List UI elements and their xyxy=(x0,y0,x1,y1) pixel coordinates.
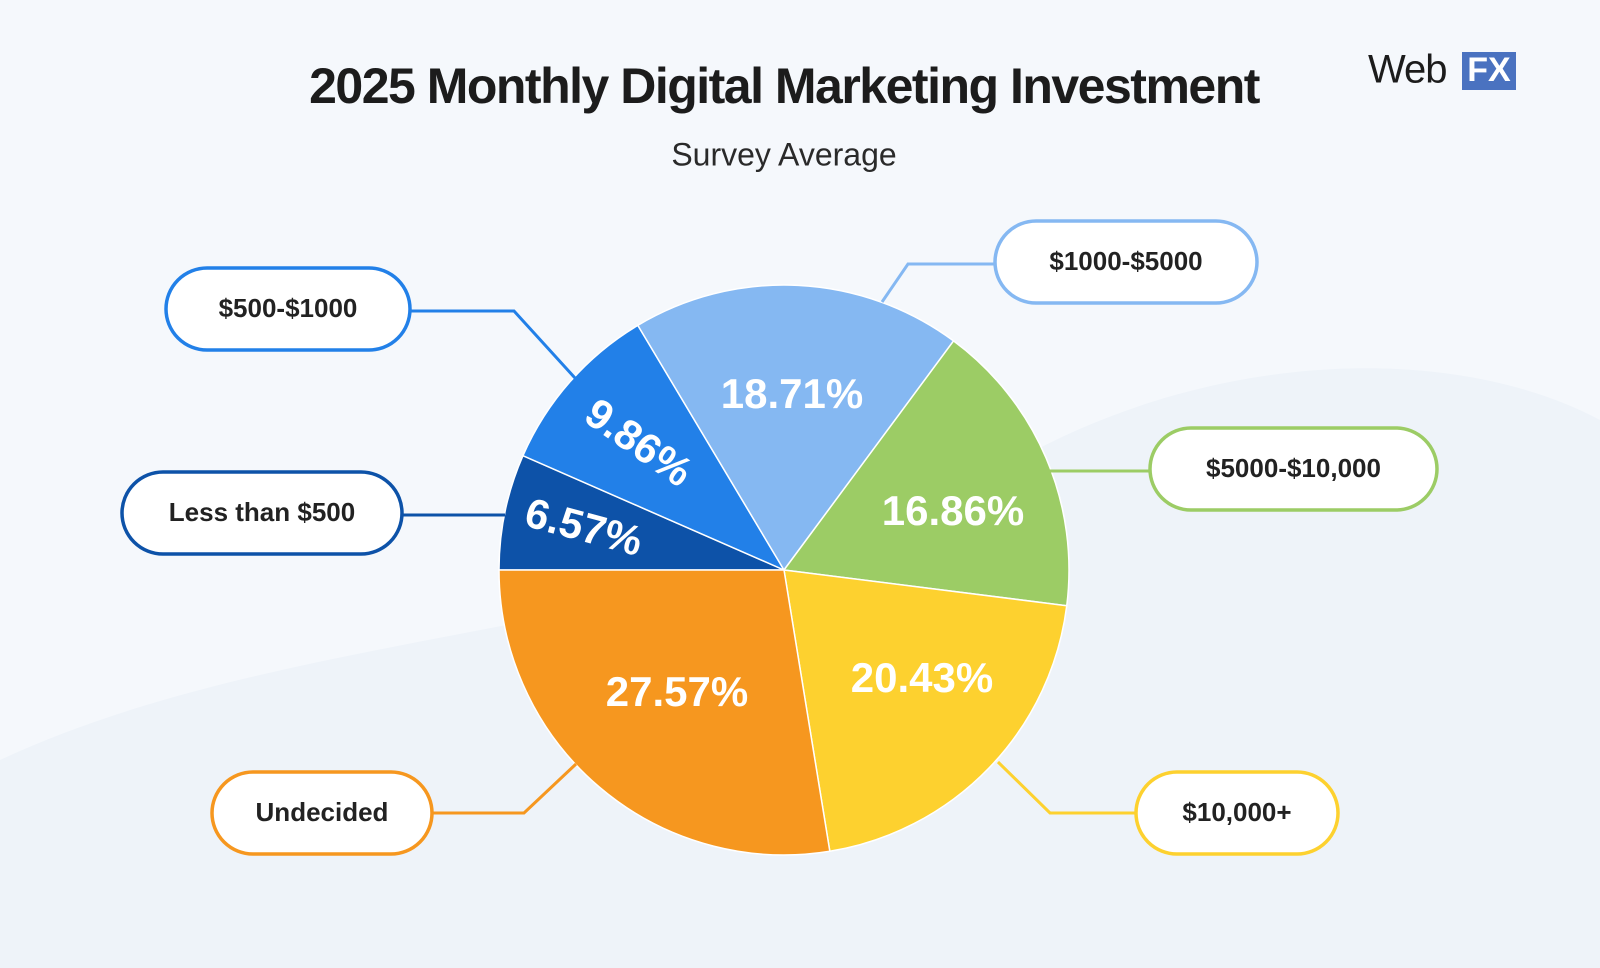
legend-label: $1000-$5000 xyxy=(1049,246,1202,276)
legend-pill xyxy=(1148,426,1439,512)
leader-line xyxy=(410,309,577,380)
legend-label: $500-$1000 xyxy=(219,293,358,323)
value-label: 20.43% xyxy=(851,654,993,701)
chart-subtitle: Survey Average xyxy=(671,136,896,172)
legend-pill xyxy=(993,219,1259,305)
leader-line xyxy=(880,262,995,303)
legend-pill xyxy=(120,470,404,556)
pie-slice xyxy=(783,569,1068,853)
value-label: 27.57% xyxy=(606,668,748,715)
value-label: 16.86% xyxy=(882,487,1024,534)
logo-badge: FX xyxy=(1467,51,1511,89)
legend-label: $5000-$10,000 xyxy=(1206,453,1381,483)
pie-slice xyxy=(782,339,1070,607)
legend-pill xyxy=(1134,770,1340,856)
chart-title: 2025 Monthly Digital Marketing Investmen… xyxy=(309,58,1261,114)
pie-slice xyxy=(498,569,831,856)
pie-slice xyxy=(498,454,785,571)
legend-label: $10,000+ xyxy=(1182,797,1291,827)
legend-pill xyxy=(164,266,412,352)
pie-slice xyxy=(521,324,786,572)
leader-line xyxy=(996,760,1136,815)
legend-label: Undecided xyxy=(256,797,389,827)
value-label: 18.71% xyxy=(721,370,863,417)
pie-slice xyxy=(636,284,955,572)
logo-badge-box xyxy=(1462,52,1516,90)
leader-line xyxy=(432,762,578,815)
logo-word: Web xyxy=(1368,48,1447,92)
legend-pill xyxy=(210,770,434,856)
legend-label: Less than $500 xyxy=(169,497,355,527)
logo: Web FX xyxy=(1368,48,1516,92)
